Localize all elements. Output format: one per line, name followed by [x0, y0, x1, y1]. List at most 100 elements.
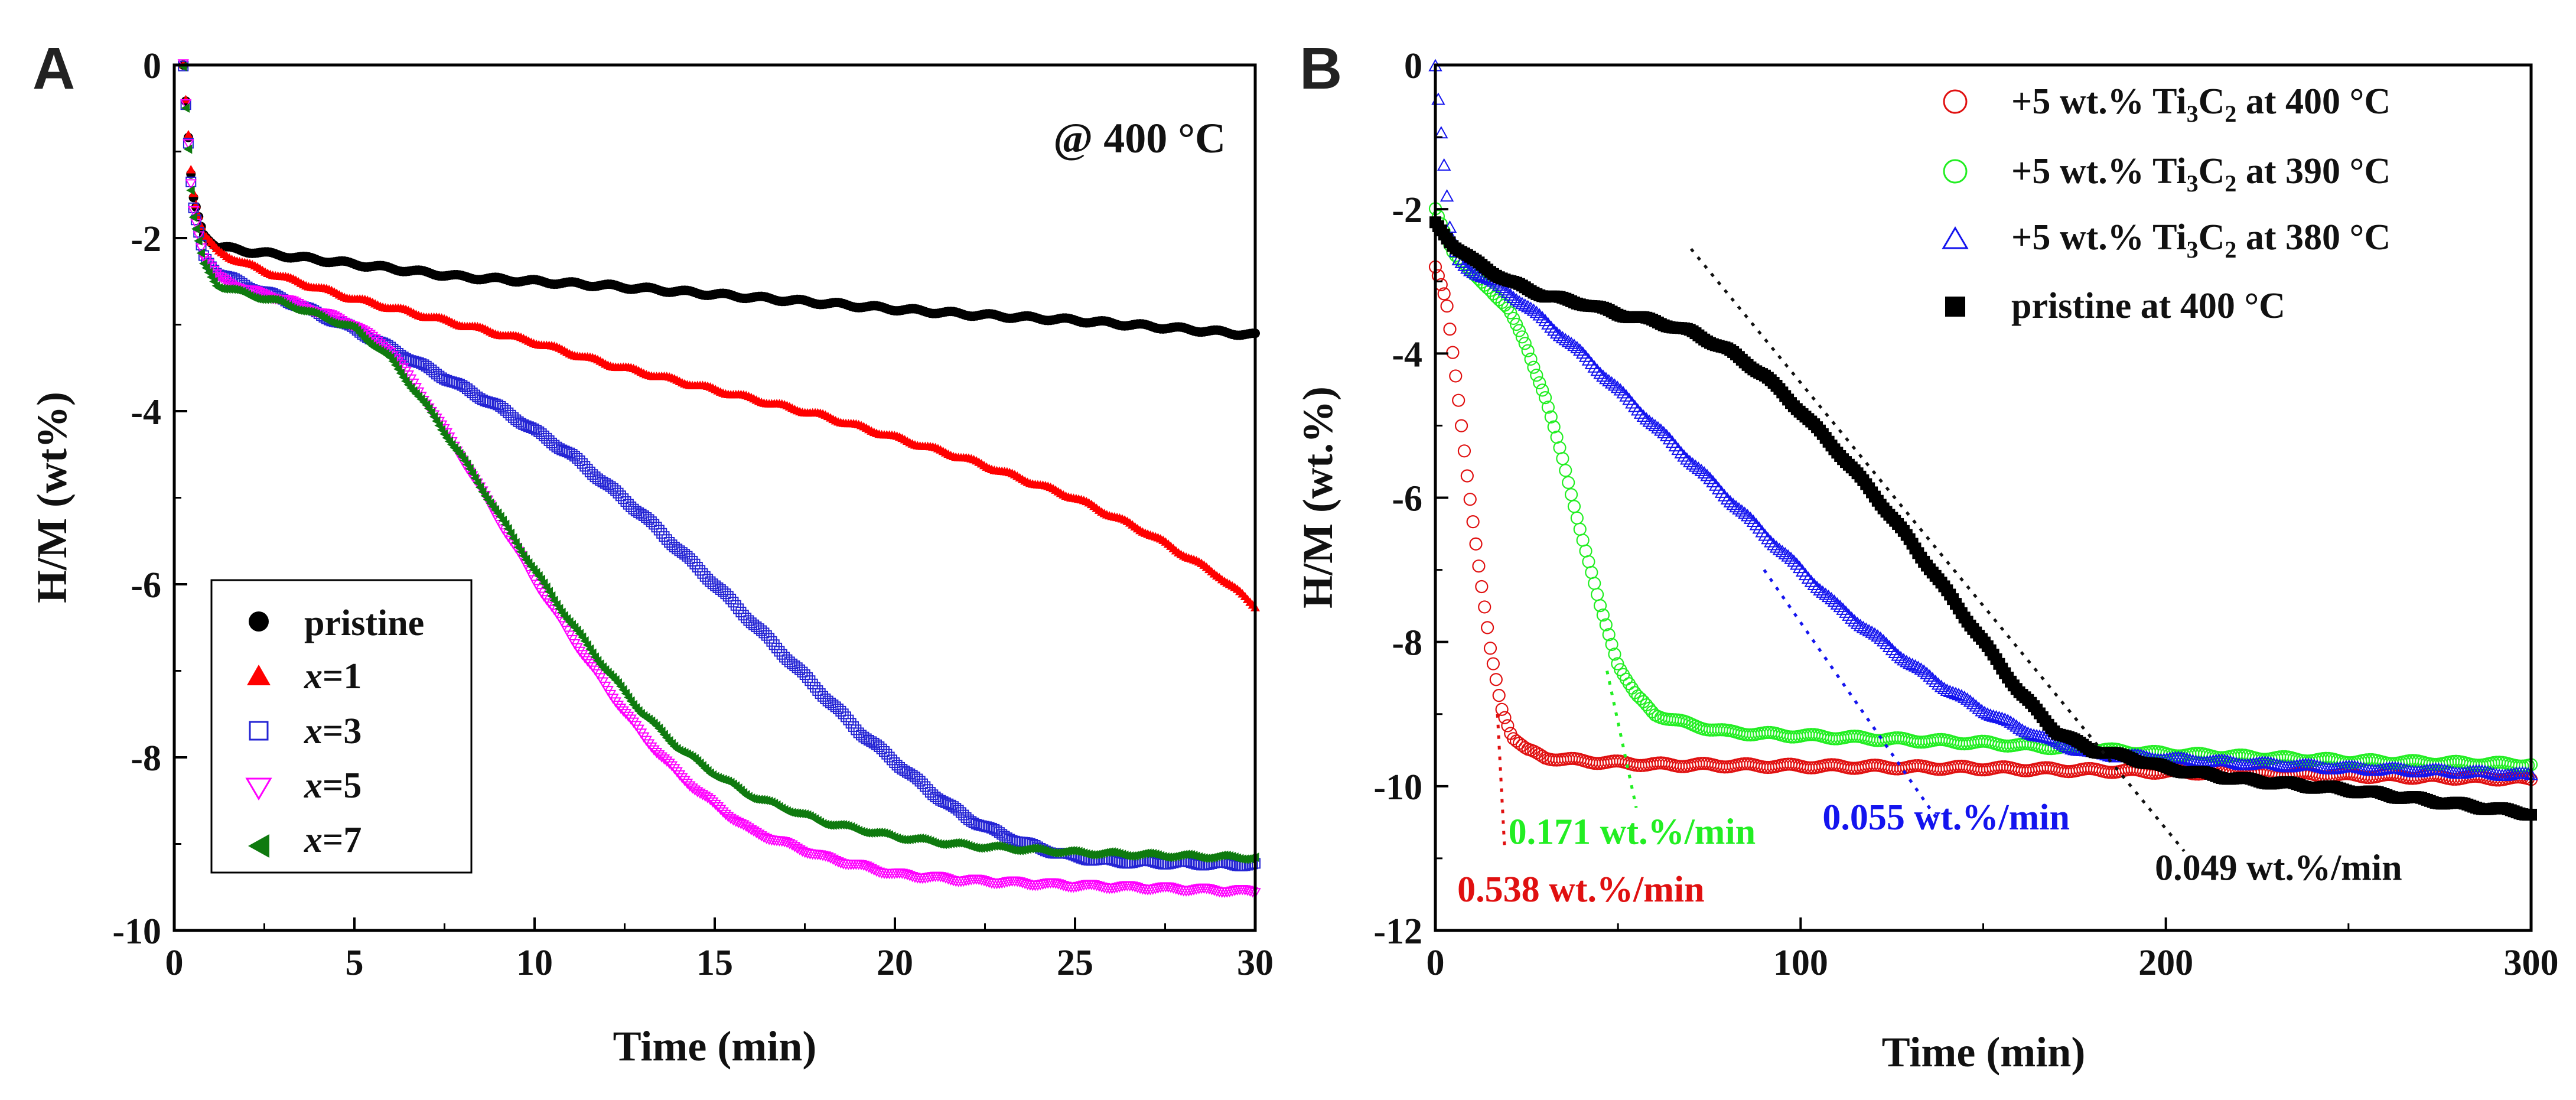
- data-point: [1524, 352, 1538, 366]
- data-point: [2018, 725, 2033, 738]
- data-point: [1512, 324, 1526, 337]
- data-point: [1830, 597, 1845, 610]
- data-point: [1787, 554, 1801, 567]
- data-point: [715, 805, 727, 815]
- data-point: [2313, 760, 2327, 773]
- data-point: [1075, 881, 1087, 892]
- data-point: [1926, 672, 1940, 685]
- panel-b-legend-entry-400: +5 wt.% Ti3C2 at 400 °C: [1943, 82, 2391, 127]
- data-point: [186, 165, 196, 174]
- data-point: [1821, 590, 1836, 603]
- data-point: [1738, 506, 1752, 519]
- data-point: [1827, 594, 1842, 607]
- panel-b-rate-annotations: 0.538 wt.%/min 0.171 wt.%/min 0.055 wt.%…: [1457, 798, 2402, 910]
- y-tick-label: -4: [131, 392, 161, 432]
- data-point: [625, 714, 637, 725]
- data-point: [1836, 602, 1850, 615]
- data-point: [1813, 582, 1827, 595]
- data-point: [1512, 295, 1526, 308]
- data-point: [183, 130, 193, 139]
- data-point: [1975, 704, 1989, 717]
- data-point: [2307, 758, 2321, 771]
- data-point: [1905, 658, 1920, 671]
- data-point: [865, 864, 878, 874]
- data-point: [1486, 657, 1500, 671]
- data-point: [1567, 500, 1581, 513]
- legend-label: +5 wt.% Ti3C2 at 380 °C: [2011, 217, 2391, 263]
- data-point: [1625, 396, 1639, 409]
- data-point: [1674, 445, 1688, 459]
- data-point: [822, 852, 834, 863]
- data-point: [256, 289, 269, 300]
- data-point: [2350, 760, 2365, 773]
- data-point: [1607, 378, 1622, 391]
- x-tick-label: 0: [1427, 943, 1445, 983]
- data-point: [1559, 464, 1572, 477]
- data-point: [1549, 326, 1564, 339]
- legend-label: pristine at 400 °C: [2011, 286, 2285, 326]
- data-point: [2177, 751, 2191, 764]
- data-point: [1498, 711, 1512, 724]
- data-point: [1541, 317, 1555, 330]
- data-point: [1518, 298, 1532, 311]
- data-point: [1440, 189, 1454, 202]
- data-point: [2417, 764, 2431, 777]
- data-point: [196, 248, 205, 258]
- y-tick-label: -2: [131, 219, 161, 259]
- legend-label: x=3: [304, 711, 362, 751]
- x-tick-label: 25: [1057, 943, 1093, 983]
- data-point: [1847, 614, 1862, 627]
- data-point: [287, 296, 299, 307]
- panel-a-y-axis-title: H/M (wt%): [28, 392, 76, 603]
- data-point: [1608, 647, 1621, 661]
- data-point: [1529, 305, 1544, 318]
- panel-label-a: A: [32, 35, 75, 102]
- data-point: [372, 337, 384, 347]
- data-point: [187, 206, 200, 217]
- data-point: [1582, 555, 1595, 568]
- data-point: [1819, 587, 1833, 600]
- data-point: [696, 790, 709, 800]
- data-point: [1804, 574, 1818, 587]
- data-point: [503, 524, 512, 534]
- data-point: [1732, 502, 1746, 515]
- data-point: [577, 650, 588, 660]
- series--5-wt-ti3c2-at-390-c: [1428, 202, 2538, 773]
- data-point: [669, 764, 680, 774]
- data-point: [1475, 580, 1489, 594]
- data-point: [1457, 258, 1471, 271]
- data-point: [1443, 323, 1457, 336]
- data-point: [1593, 366, 1607, 379]
- data-point: [1807, 577, 1821, 591]
- legend-label: pristine: [304, 603, 424, 643]
- data-point: [369, 334, 381, 345]
- data-point: [620, 709, 632, 720]
- data-point: [758, 832, 770, 844]
- data-point: [1972, 701, 1986, 714]
- panel-b-x-axis-title: Time (min): [1882, 1029, 2086, 1076]
- panel-b-legend-entry-pristine: pristine at 400 °C: [1945, 286, 2285, 326]
- data-point: [2376, 762, 2391, 775]
- data-point: [2266, 757, 2281, 770]
- data-point: [1816, 585, 1830, 598]
- data-point: [1648, 418, 1662, 431]
- data-point: [730, 816, 742, 827]
- data-point: [858, 860, 870, 871]
- slope-line: [1689, 248, 2186, 852]
- data-point: [2004, 715, 2018, 728]
- data-point: [738, 820, 750, 831]
- data-point: [1619, 389, 1633, 402]
- data-point: [1995, 711, 2010, 724]
- legend-marker-square-filled: [1945, 297, 1965, 317]
- x-tick-label: 100: [1773, 943, 1828, 983]
- data-point: [1579, 544, 1593, 558]
- data-point: [1929, 674, 1943, 688]
- data-point: [1478, 600, 1491, 614]
- data-point: [1902, 656, 1917, 669]
- data-point: [712, 802, 724, 813]
- data-point: [1709, 478, 1723, 491]
- data-point: [473, 478, 481, 488]
- data-point: [2420, 763, 2434, 776]
- data-point: [755, 831, 767, 842]
